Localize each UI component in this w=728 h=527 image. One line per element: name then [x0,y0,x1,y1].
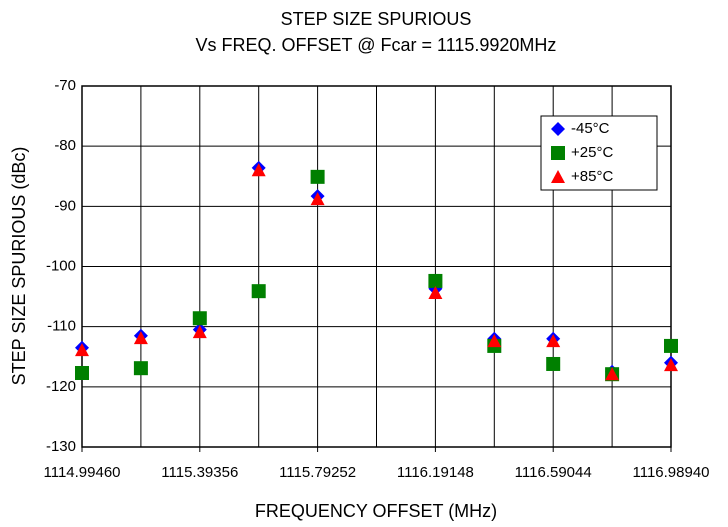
y-tick-label: -110 [47,318,76,335]
point [75,365,89,380]
y-tick-label: -130 [46,438,76,455]
point [546,334,561,348]
point [310,192,325,206]
y-tick-label: -120 [46,378,76,395]
y-tick-label: -80 [54,137,76,154]
legend-marker [551,170,565,183]
point [192,311,207,326]
y-tick-label: -70 [54,77,76,94]
point [664,338,678,353]
x-axis-label: FREQUENCY OFFSET (MHz) [255,501,497,521]
point [310,169,325,184]
x-tick-label: 1115.39356 [161,464,238,481]
point [251,163,266,177]
plot-border [81,85,672,448]
point [428,273,443,288]
x-tick-label: 1115.79252 [279,464,356,481]
legend-marker [551,146,565,160]
legend-label: -45°C [571,120,610,137]
chart-subtitle: Vs FREQ. OFFSET @ Fcar = 1115.9920MHz [196,35,557,55]
chart-title: STEP SIZE SPURIOUS [281,9,472,29]
point [251,284,266,299]
legend-label: +85°C [571,168,613,185]
x-tick-label: 1114.99460 [43,464,120,481]
y-axis-label: STEP SIZE SPURIOUS (dBc) [9,147,29,386]
point [192,325,207,339]
y-tick-label: -100 [46,257,76,274]
point [428,285,443,299]
point [487,334,502,348]
x-tick-label: 1116.19148 [397,464,474,481]
y-tick-label: -90 [54,197,76,214]
x-tick-label: 1116.59044 [515,464,592,481]
x-tick-label: 1116.98940 [632,464,709,481]
point [605,367,620,381]
point [133,331,148,345]
legend-marker [551,122,565,136]
point [546,356,561,371]
point [133,361,148,376]
point [75,343,89,357]
point [664,358,678,372]
legend-label: +25°C [571,144,613,161]
